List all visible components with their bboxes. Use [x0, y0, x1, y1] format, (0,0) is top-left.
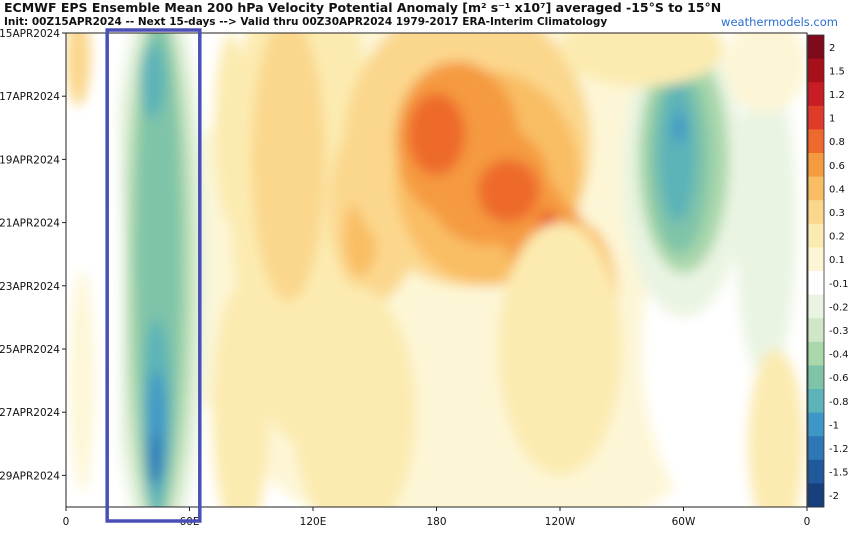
y-tick-label: 19APR2024	[0, 154, 60, 166]
y-tick-label: 15APR2024	[0, 28, 60, 40]
anomaly-contour	[662, 317, 746, 507]
colorbar-segment	[808, 436, 824, 461]
colorbar-label: 1	[829, 114, 835, 125]
anomaly-field	[66, 33, 807, 507]
anomaly-contour	[138, 200, 167, 340]
colorbar-label: 0.8	[829, 137, 845, 148]
anomaly-contour	[658, 83, 696, 223]
chart-title: ECMWF EPS Ensemble Mean 200 hPa Velocity…	[4, 0, 722, 15]
highlight-box	[105, 28, 202, 523]
colorbar-label: -0.6	[829, 373, 849, 384]
colorbar-label: -0.3	[829, 326, 849, 337]
colorbar-label: -1	[829, 420, 839, 431]
y-tick-label: 17APR2024	[0, 91, 60, 103]
colorbar-segment	[808, 200, 824, 225]
anomaly-contour	[747, 349, 805, 507]
colorbar-label: 1.5	[829, 66, 845, 77]
colorbar-segment	[808, 247, 824, 272]
x-tick-label: 120W	[545, 516, 576, 528]
colorbar-segment	[808, 412, 824, 437]
anomaly-contour	[724, 33, 807, 112]
source-credit[interactable]: weathermodels.com	[721, 15, 838, 29]
anomaly-contour	[70, 270, 95, 492]
y-tick-label: 25APR2024	[0, 344, 60, 356]
colorbar-segment	[808, 459, 824, 484]
colorbar-segment	[808, 294, 824, 319]
y-tick-label: 27APR2024	[0, 407, 60, 419]
colorbar: 2 1.5 1.2 1 0.8 0.6 0.4 0.3 0.2 0.1 -0.1 -0.2 -0.3 -0…	[807, 34, 849, 508]
x-tick-label: 0	[63, 516, 70, 528]
anomaly-contour	[148, 434, 161, 485]
colorbar-label: 0.1	[829, 255, 845, 266]
colorbar-label: -2	[829, 491, 839, 502]
anomaly-contour	[477, 159, 540, 223]
colorbar-label: -1.5	[829, 468, 849, 479]
anomaly-contour	[66, 33, 91, 106]
colorbar-segment	[808, 105, 824, 130]
colorbar-label: -0.1	[829, 279, 849, 290]
colorbar-segment	[808, 318, 824, 343]
colorbar-label: 0.6	[829, 161, 845, 172]
y-tick-label: 21APR2024	[0, 218, 60, 230]
anomaly-contour	[214, 33, 248, 223]
colorbar-label: -0.8	[829, 397, 849, 408]
colorbar-frame	[807, 34, 825, 508]
colorbar-segment	[808, 129, 824, 154]
anomaly-contour	[498, 222, 622, 476]
colorbar-label: -0.2	[829, 302, 849, 313]
anomaly-contour	[251, 33, 326, 302]
x-tick-label: 120E	[300, 516, 327, 528]
colorbar-segment	[808, 58, 824, 83]
y-tick-label: 23APR2024	[0, 281, 60, 293]
x-tick-label: 180	[426, 516, 446, 528]
x-tick-label: 60W	[672, 516, 696, 528]
colorbar-label: 2	[829, 43, 835, 54]
highlight-rectangle	[105, 28, 202, 523]
anomaly-contour	[212, 285, 270, 507]
colorbar-segment	[808, 365, 824, 390]
anomaly-contour	[140, 42, 165, 119]
chart-subtitle: Init: 00Z15APR2024 -- Next 15-days --> V…	[4, 16, 608, 28]
colorbar-label: 1.2	[829, 90, 845, 101]
anomaly-contour	[673, 112, 686, 144]
colorbar-segment	[808, 341, 824, 366]
colorbar-label: 0.3	[829, 208, 845, 219]
anomaly-contour	[734, 64, 797, 381]
colorbar-segment	[808, 271, 824, 296]
colorbar-segment	[808, 176, 824, 201]
colorbar-segment	[808, 223, 824, 248]
anomaly-contour	[292, 285, 416, 507]
colorbar-label: 0.4	[829, 184, 845, 195]
anomaly-contour	[560, 33, 725, 87]
colorbar-label: -1.2	[829, 444, 849, 455]
colorbar-segment	[808, 35, 824, 60]
anomaly-contour	[407, 93, 466, 176]
y-axis: 15APR2024 17APR2024 19APR2024 21APR2024 23AP…	[0, 28, 66, 482]
colorbar-segment	[808, 483, 824, 508]
x-axis: 0 60E 120E 180 120W 60W 0	[63, 507, 811, 528]
colorbar-label: 0.2	[829, 232, 845, 243]
colorbar-segment	[808, 153, 824, 178]
x-tick-label: 0	[804, 516, 811, 528]
colorbar-label: -0.4	[829, 350, 849, 361]
colorbar-segment	[808, 389, 824, 414]
colorbar-segment	[808, 82, 824, 107]
y-tick-label: 29APR2024	[0, 470, 60, 482]
